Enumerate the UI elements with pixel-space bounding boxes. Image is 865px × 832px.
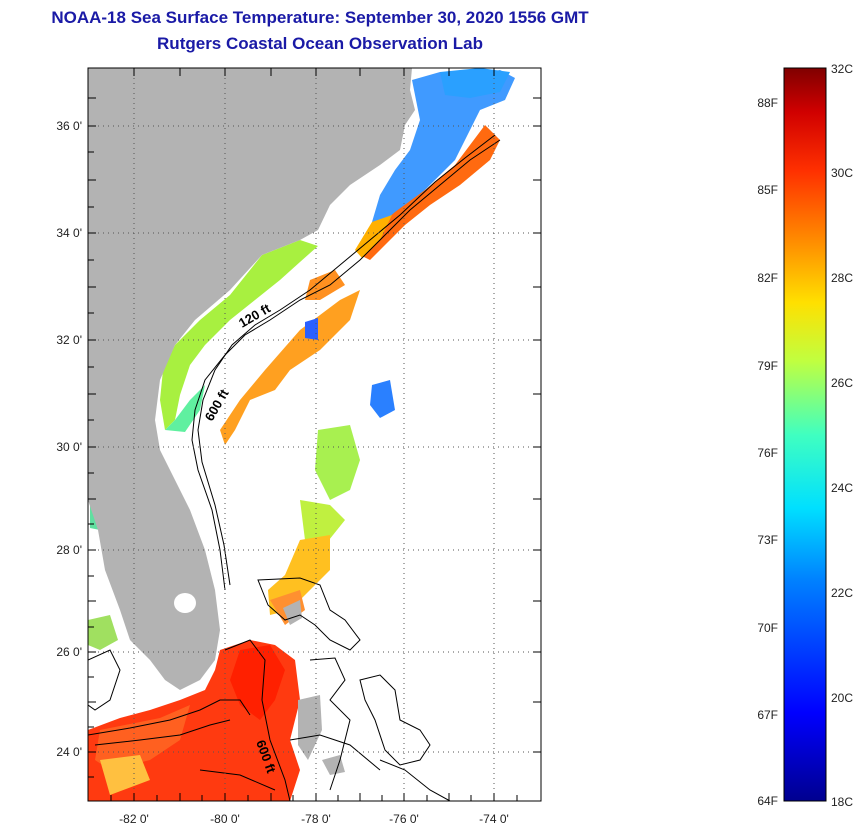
- colorbar-f-88: 88F: [757, 96, 778, 110]
- latitude-labels: 36 0' 34 0' 32 0' 30 0' 28 0' 26 0' 24 0…: [56, 119, 82, 759]
- colorbar-c-26: 26C: [831, 376, 853, 390]
- lat-label-30: 30 0': [56, 440, 82, 454]
- lon-label-74: -74 0': [479, 812, 509, 826]
- lat-label-32: 32 0': [56, 333, 82, 347]
- lat-label-26: 26 0': [56, 645, 82, 659]
- sst-data-layer: [88, 68, 515, 801]
- lat-label-36: 36 0': [56, 119, 82, 133]
- lat-label-24: 24 0': [56, 745, 82, 759]
- lon-label-82: -82 0': [119, 812, 149, 826]
- colorbar-f-73: 73F: [757, 533, 778, 547]
- colorbar: 88F 85F 82F 79F 76F 73F 70F 67F 64F 32C …: [757, 62, 853, 809]
- colorbar-c-18: 18C: [831, 795, 853, 809]
- map-area: [88, 68, 541, 801]
- longitude-labels: -82 0' -80 0' -78 0' -76 0' -74 0': [119, 812, 509, 826]
- lon-label-76: -76 0': [389, 812, 419, 826]
- colorbar-f-70: 70F: [757, 621, 778, 635]
- colorbar-gradient: [783, 67, 827, 802]
- colorbar-f-64: 64F: [757, 794, 778, 808]
- colorbar-f-76: 76F: [757, 446, 778, 460]
- colorbar-c-30: 30C: [831, 166, 853, 180]
- colorbar-c-24: 24C: [831, 481, 853, 495]
- colorbar-f-85: 85F: [757, 183, 778, 197]
- map-title: NOAA-18 Sea Surface Temperature: Septemb…: [51, 8, 589, 27]
- lat-label-28: 28 0': [56, 543, 82, 557]
- map-ticks: [88, 68, 541, 801]
- lat-label-34: 34 0': [56, 226, 82, 240]
- graticule: [88, 68, 541, 801]
- colorbar-f-79: 79F: [757, 359, 778, 373]
- lake-okeechobee: [174, 593, 196, 613]
- colorbar-f-82: 82F: [757, 271, 778, 285]
- lon-label-78: -78 0': [301, 812, 331, 826]
- lon-label-80: -80 0': [210, 812, 240, 826]
- colorbar-c-28: 28C: [831, 271, 853, 285]
- map-subtitle: Rutgers Coastal Ocean Observation Lab: [157, 34, 483, 53]
- colorbar-c-32: 32C: [831, 62, 853, 76]
- colorbar-c-22: 22C: [831, 586, 853, 600]
- colorbar-c-20: 20C: [831, 691, 853, 705]
- map-frame: [87, 67, 542, 802]
- colorbar-f-67: 67F: [757, 708, 778, 722]
- bathymetry-contours: [88, 134, 501, 801]
- land-layer: [88, 68, 415, 775]
